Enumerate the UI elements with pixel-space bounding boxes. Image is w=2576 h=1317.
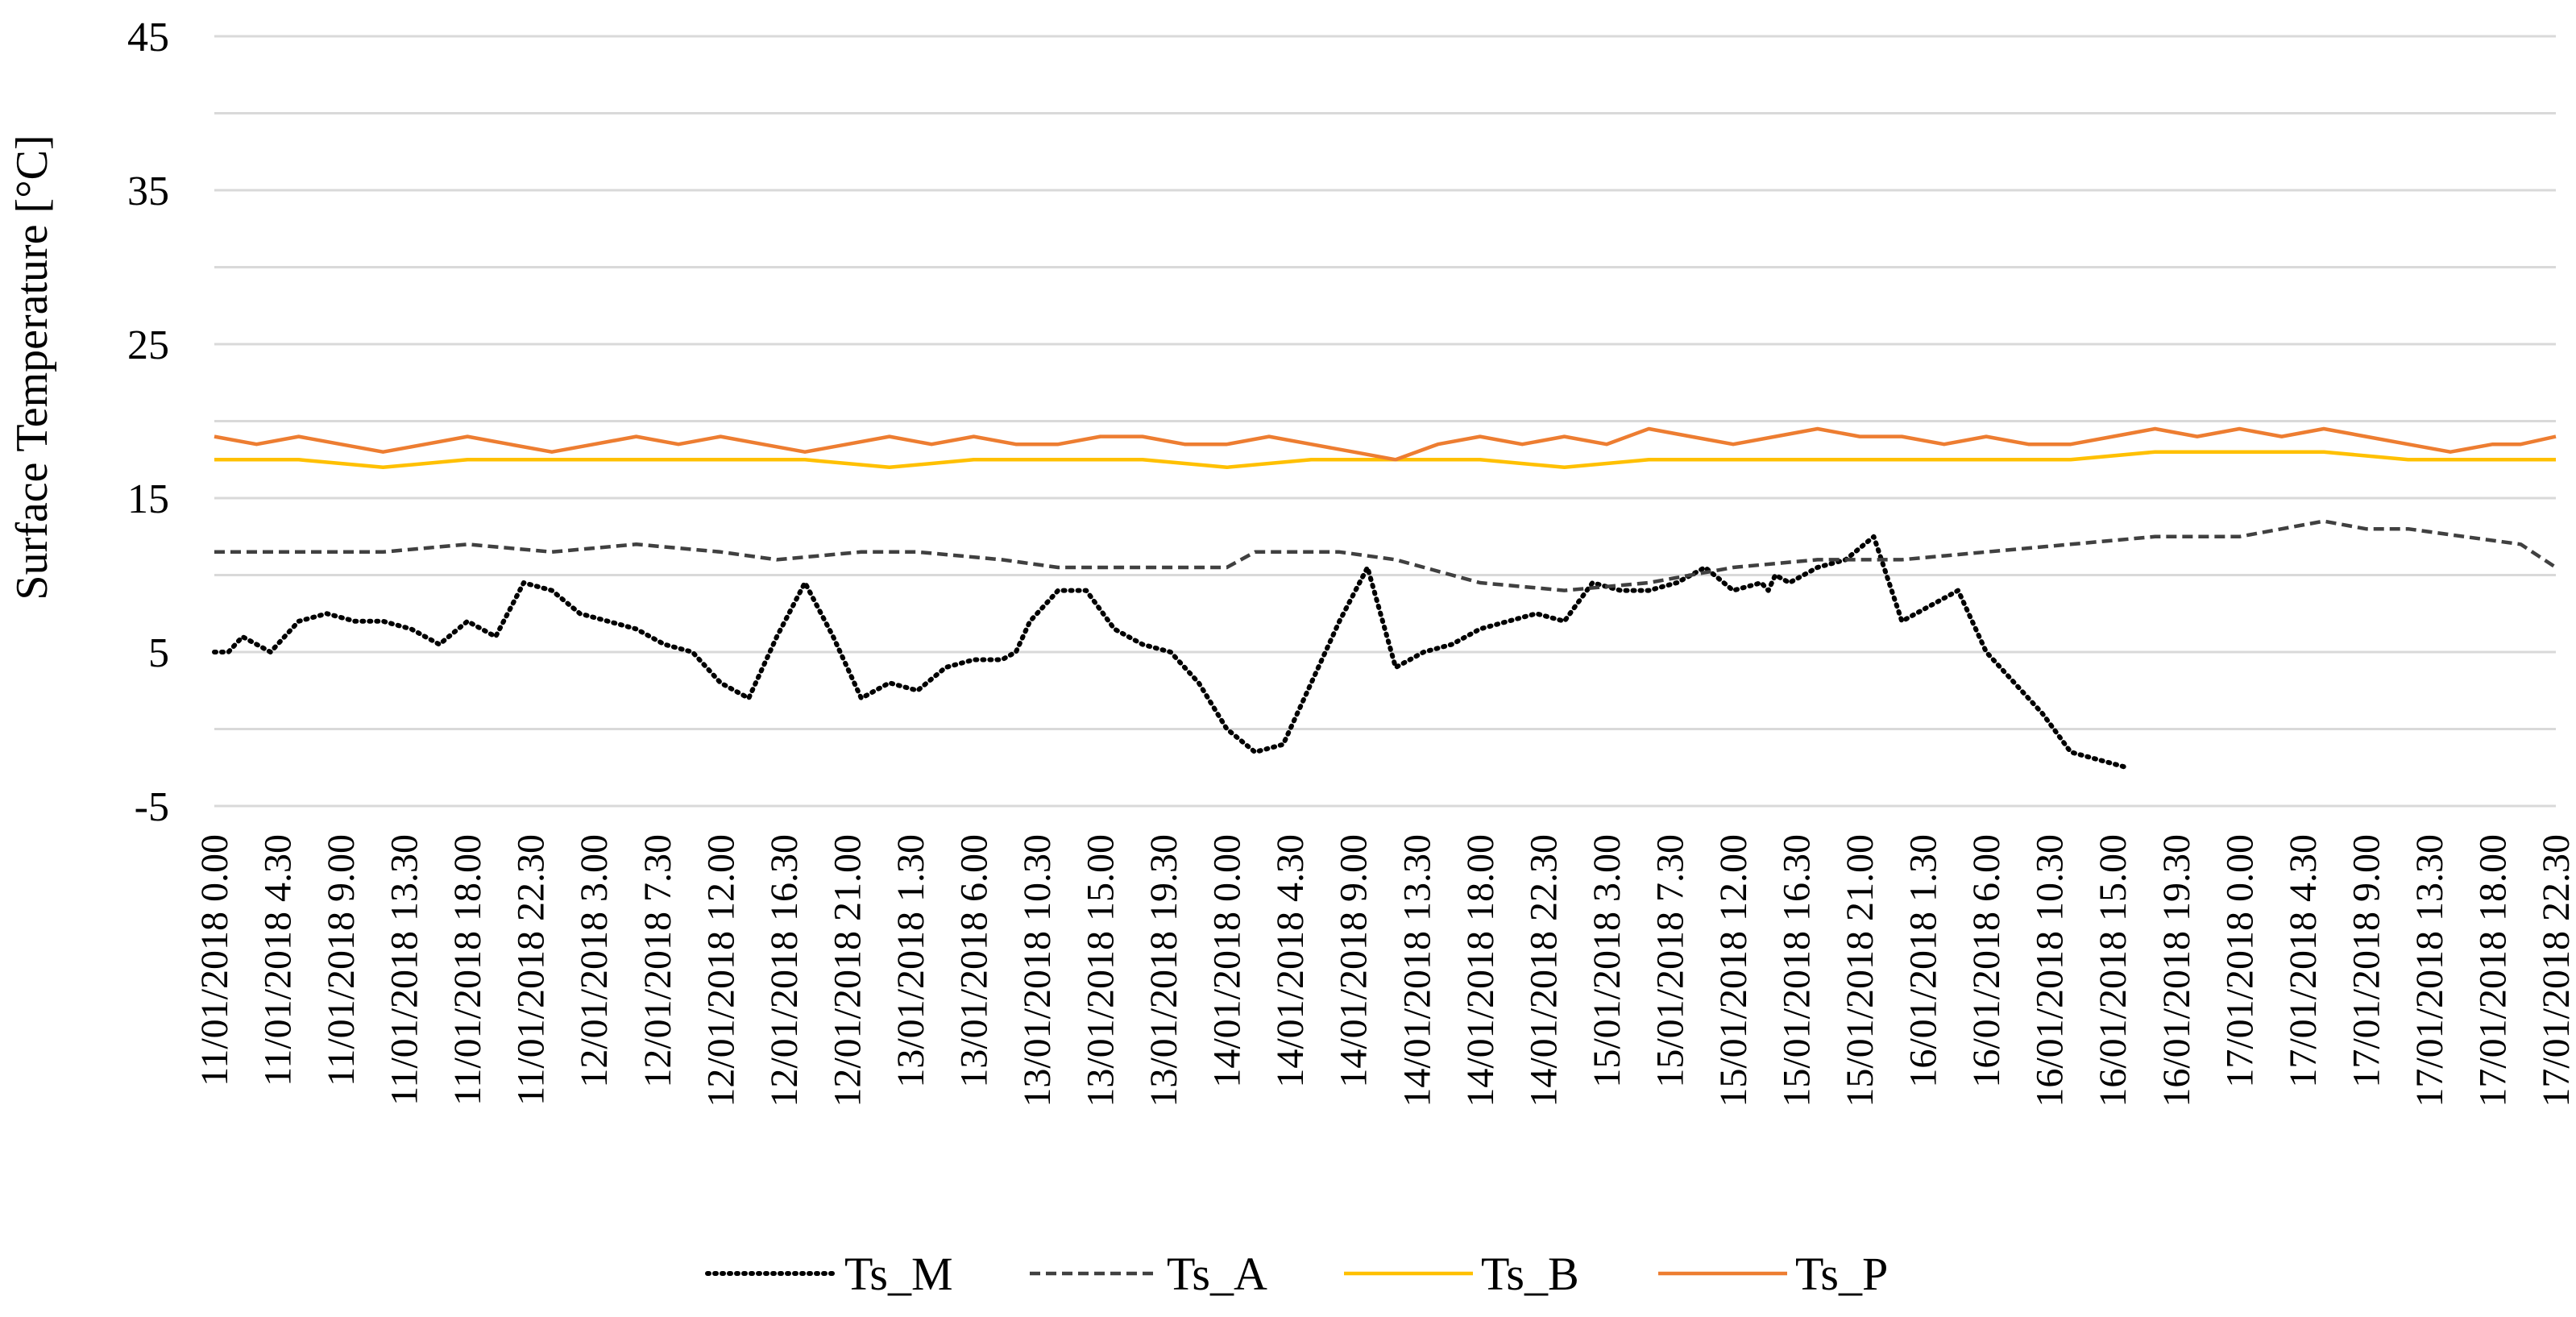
- x-tick-label: 13/01/2018 19.30: [1143, 834, 1185, 1107]
- y-tick-label: 45: [127, 15, 169, 60]
- x-tick-label: 17/01/2018 4.30: [2282, 834, 2325, 1088]
- x-tick-label: 17/01/2018 18.00: [2471, 834, 2514, 1107]
- x-tick-label: 12/01/2018 12.00: [699, 834, 742, 1107]
- y-tick-label: 15: [127, 476, 169, 522]
- x-tick-label: 16/01/2018 10.30: [2029, 834, 2072, 1107]
- y-tick-label: 5: [148, 630, 169, 676]
- gridlines: [214, 35, 2556, 808]
- x-tick-label: 14/01/2018 22.30: [1522, 834, 1565, 1107]
- x-tick-label: 17/01/2018 9.00: [2345, 834, 2387, 1088]
- x-tick-label: 16/01/2018 19.30: [2155, 834, 2198, 1107]
- legend: Ts_M Ts_A Ts_B Ts_P: [705, 1248, 1888, 1300]
- x-tick-label: 15/01/2018 16.30: [1776, 834, 1819, 1107]
- x-tick-label: 14/01/2018 0.00: [1206, 834, 1249, 1088]
- x-tick-label: 17/01/2018 0.00: [2218, 834, 2261, 1088]
- x-tick-label: 13/01/2018 6.00: [952, 834, 995, 1088]
- x-tick-label: 12/01/2018 16.30: [763, 834, 806, 1107]
- series-line-ts-a: [214, 519, 2557, 592]
- x-tick-label: 15/01/2018 7.30: [1649, 834, 1691, 1088]
- x-tick-label: 11/01/2018 0.00: [193, 834, 236, 1086]
- x-tick-label: 14/01/2018 4.30: [1269, 834, 1312, 1088]
- x-tick-label: 11/01/2018 9.00: [320, 834, 363, 1086]
- x-tick-label: 11/01/2018 22.30: [510, 834, 553, 1106]
- x-tick-label: 16/01/2018 15.00: [2092, 834, 2134, 1107]
- x-tick-label: 12/01/2018 21.00: [826, 834, 869, 1107]
- legend-label-ts-p: Ts_P: [1795, 1248, 1888, 1300]
- x-tick-label: 11/01/2018 4.30: [257, 834, 300, 1086]
- x-tick-label: 16/01/2018 1.30: [1902, 834, 1945, 1088]
- series-line-ts-m: [212, 534, 2130, 771]
- x-tick-label: 12/01/2018 3.00: [573, 834, 616, 1088]
- series-lines: [212, 426, 2557, 771]
- x-tick-label: 13/01/2018 15.00: [1080, 834, 1122, 1107]
- x-tick-label: 14/01/2018 18.00: [1459, 834, 1502, 1107]
- y-axis-title: Surface Temperature [°C]: [7, 135, 57, 600]
- y-axis-ticks: 45 35 25 15 5 -5: [127, 15, 169, 830]
- y-tick-label: 35: [127, 168, 169, 214]
- x-axis-ticks: 11/01/2018 0.00 11/01/2018 4.30 11/01/2018…: [193, 834, 2576, 1107]
- x-tick-label: 11/01/2018 18.00: [446, 834, 489, 1106]
- x-tick-label: 14/01/2018 9.00: [1333, 834, 1375, 1088]
- x-tick-label: 15/01/2018 12.00: [1712, 834, 1755, 1107]
- x-tick-label: 17/01/2018 22.30: [2535, 834, 2576, 1107]
- x-tick-label: 12/01/2018 7.30: [637, 834, 679, 1088]
- y-tick-label: -5: [135, 784, 169, 830]
- legend-label-ts-b: Ts_B: [1481, 1248, 1579, 1300]
- x-tick-label: 11/01/2018 13.30: [384, 834, 426, 1106]
- y-tick-label: 25: [127, 322, 169, 368]
- legend-label-ts-m: Ts_M: [844, 1248, 953, 1300]
- x-tick-label: 16/01/2018 6.00: [1965, 834, 2008, 1088]
- legend-label-ts-a: Ts_A: [1167, 1248, 1267, 1300]
- series-line-ts-p: [214, 426, 2557, 462]
- x-tick-label: 13/01/2018 1.30: [890, 834, 932, 1088]
- x-tick-label: 17/01/2018 13.30: [2408, 834, 2451, 1107]
- x-tick-label: 15/01/2018 21.00: [1839, 834, 1881, 1107]
- x-tick-label: 15/01/2018 3.00: [1586, 834, 1628, 1088]
- x-tick-label: 14/01/2018 13.30: [1396, 834, 1438, 1107]
- x-tick-label: 13/01/2018 10.30: [1016, 834, 1059, 1107]
